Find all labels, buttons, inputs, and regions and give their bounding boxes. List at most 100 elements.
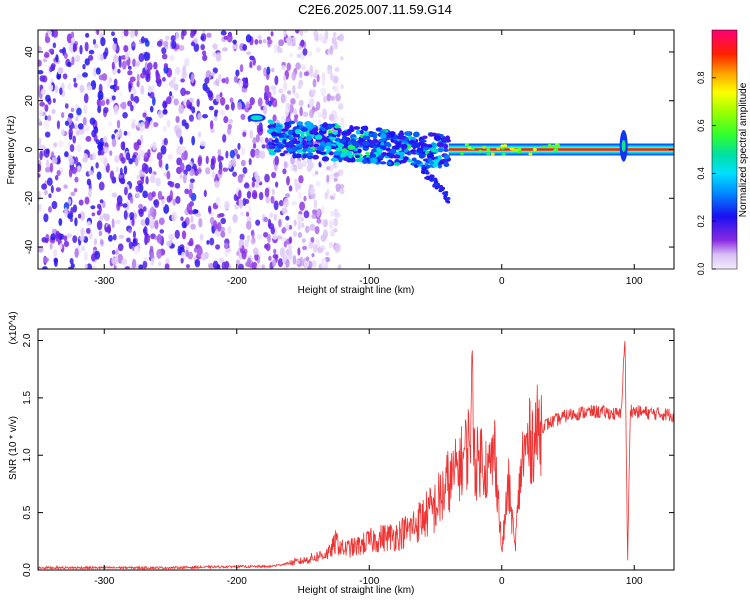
noise-mark [180,78,185,83]
noise-mark [73,77,77,83]
line-bead [486,148,491,152]
noise-mark [148,166,153,174]
noise-mark [86,220,91,227]
noise-mark [264,173,270,183]
noise-mark [190,73,195,84]
noise-mark [189,182,194,191]
noise-mark [84,196,90,205]
noise-mark [314,170,319,175]
noise-mark [79,84,85,93]
noise-mark [315,180,321,187]
noise-mark [188,238,194,247]
cluster-mark [362,140,370,147]
cluster-mark [436,141,445,148]
line-bead [482,145,487,149]
cluster-mark [274,126,283,131]
noise-mark [221,78,227,84]
noise-mark [285,258,290,268]
noise-mark [136,73,140,83]
noise-mark [72,43,76,53]
noise-mark [161,198,166,208]
cluster-mark [340,152,347,158]
cluster-mark [279,134,285,139]
noise-mark [221,47,228,52]
noise-mark [191,135,196,146]
noise-mark [69,258,74,265]
noise-mark [113,105,119,115]
noise-mark [49,162,54,173]
noise-mark [86,178,92,186]
cluster-mark [343,157,350,162]
cluster-mark [389,148,397,155]
cluster-mark [437,147,444,153]
noise-mark [252,143,257,149]
noise-mark [185,164,192,172]
noise-mark [313,198,318,209]
noise-mark [286,175,290,186]
noise-mark [163,65,169,74]
noise-mark [330,210,334,217]
noise-mark [63,184,68,189]
noise-mark [175,31,179,42]
noise-mark [147,62,153,71]
noise-mark [84,124,90,133]
noise-mark [56,74,61,80]
noise-mark [53,248,58,258]
noise-mark [263,216,269,223]
noise-mark [228,161,232,169]
noise-mark [118,59,122,68]
cluster-mark [326,123,333,129]
noise-mark [79,235,85,242]
line-bead [490,152,495,156]
noise-mark [48,193,52,199]
noise-mark [235,69,240,77]
line-bead [514,148,519,152]
noise-mark [321,205,325,215]
noise-mark [167,154,174,160]
snr-frame [37,328,675,571]
noise-mark [272,253,279,259]
noise-mark [309,187,315,195]
noise-mark [218,161,223,171]
noise-mark [294,30,300,34]
noise-mark [70,206,74,216]
noise-mark [112,54,119,64]
noise-mark [256,65,262,71]
noise-mark [64,103,69,109]
noise-mark [128,82,132,93]
noise-mark [169,181,175,188]
noise-mark [149,245,154,252]
cluster-mark [365,151,370,155]
noise-mark [334,243,341,253]
noise-mark [244,239,249,248]
snr-x-axis-label: Height of straight line (km) [298,585,415,596]
noise-mark [138,208,144,218]
noise-mark [59,48,65,53]
noise-mark [283,161,288,169]
snr-panel: -300 -200 -100 0 100 0.0 0.5 1.0 1.5 2.0 Height … [8,311,675,596]
noise-mark [111,192,118,198]
noise-mark [285,215,290,221]
noise-mark [301,245,308,251]
noise-mark [59,87,63,96]
noise-mark [237,101,243,111]
cluster-mark [274,137,279,144]
noise-mark [257,97,263,107]
noise-mark [109,170,115,180]
noise-mark [335,187,341,193]
noise-mark [208,263,214,269]
noise-mark [48,48,55,54]
spectrogram-feature-tail [421,164,451,204]
noise-mark [321,78,326,87]
noise-mark [119,102,126,109]
cluster-mark [346,151,353,155]
noise-mark [38,137,42,144]
spectrogram-x-tick-label: -200 [227,276,247,287]
noise-mark [73,188,78,193]
noise-mark [281,207,288,215]
noise-mark [278,199,284,207]
noise-mark [293,118,298,123]
noise-mark [154,219,159,230]
noise-mark [127,100,133,107]
noise-mark [98,230,103,237]
